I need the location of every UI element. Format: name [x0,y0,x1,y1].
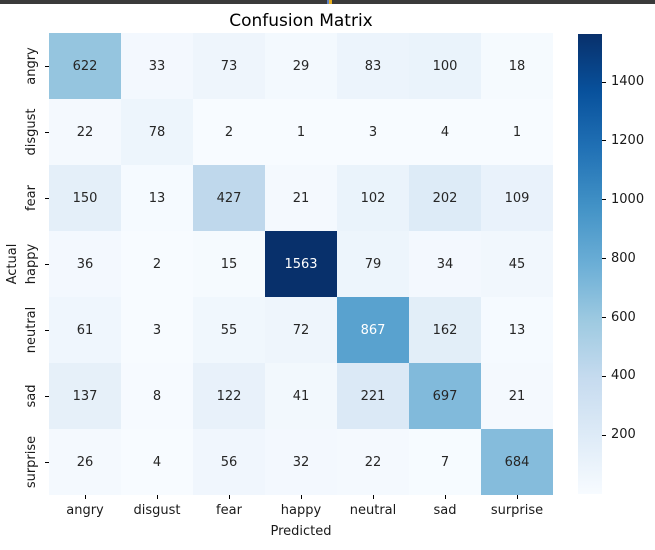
confusion-matrix-heatmap: 622 33 73 29 83 100 18 22 78 2 1 3 4 1 150 13 427 21 102 20… [49,33,553,495]
colorbar-tick-mark [602,434,606,436]
x-tick-mark [84,495,86,499]
window-top-strip [0,0,655,4]
x-tick-mark [516,495,518,499]
heatmap-cell: 73 [193,33,265,99]
heatmap-cell: 22 [337,429,409,495]
heatmap-cell: 32 [265,429,337,495]
heatmap-cell: 22 [49,99,121,165]
heatmap-cell: 72 [265,297,337,363]
heatmap-cell: 33 [121,33,193,99]
heatmap-cell: 56 [193,429,265,495]
heatmap-cell: 4 [409,99,481,165]
y-tick-mark [45,461,49,463]
x-tick-mark [228,495,230,499]
y-tick-mark [45,329,49,331]
colorbar-tick-mark [602,317,606,319]
chart-title: Confusion Matrix [229,11,373,31]
heatmap-cell: 13 [121,165,193,231]
x-tick-label: surprise [490,503,544,518]
colorbar-tick-mark [602,258,606,260]
heatmap-cell: 162 [409,297,481,363]
heatmap-cell: 29 [265,33,337,99]
strip-accent-blue-mark [327,0,329,4]
y-tick-mark [45,395,49,397]
colorbar-tick-label: 200 [611,427,636,443]
colorbar-tick-mark [602,81,606,83]
colorbar-tick-mark [602,140,606,142]
x-tick-mark [444,495,446,499]
y-tick-mark [45,263,49,265]
heatmap-cell: 3 [337,99,409,165]
heatmap-cell: 26 [49,429,121,495]
heatmap-cell: 137 [49,363,121,429]
heatmap-cell: 1563 [265,231,337,297]
heatmap-cell: 122 [193,363,265,429]
heatmap-cell: 100 [409,33,481,99]
heatmap-cell: 867 [337,297,409,363]
x-tick-label: fear [216,503,242,518]
heatmap-cell: 1 [265,99,337,165]
heatmap-cell: 4 [121,429,193,495]
heatmap-cell: 427 [193,165,265,231]
heatmap-cell: 7 [409,429,481,495]
heatmap-cell: 83 [337,33,409,99]
strip-accent-yellow-mark [329,0,332,4]
heatmap-cell: 79 [337,231,409,297]
heatmap-cell: 202 [409,165,481,231]
heatmap-cell: 18 [481,33,553,99]
heatmap-cell: 34 [409,231,481,297]
colorbar-tick-label: 1200 [611,132,645,148]
heatmap-cell: 221 [337,363,409,429]
heatmap-cell: 15 [193,231,265,297]
x-tick-label: disgust [133,503,181,518]
heatmap-cell: 150 [49,165,121,231]
heatmap-cell: 21 [265,165,337,231]
x-axis-label: Predicted [270,524,332,539]
y-axis-label: Actual [5,243,20,285]
heatmap-cell: 3 [121,297,193,363]
x-tick-label: angry [66,503,104,518]
colorbar-tick-label: 1400 [611,74,645,89]
y-tick-mark [45,131,49,133]
colorbar-tick-label: 800 [611,250,636,266]
heatmap-cell: 2 [121,231,193,297]
heatmap-cell: 8 [121,363,193,429]
colorbar-tick-mark [602,375,606,377]
x-tick-mark [156,495,158,499]
heatmap-cell: 13 [481,297,553,363]
heatmap-cell: 55 [193,297,265,363]
colorbar-tick-label: 1000 [611,191,645,207]
heatmap-cell: 21 [481,363,553,429]
x-tick-label: sad [433,503,457,518]
heatmap-cell: 697 [409,363,481,429]
colorbar-gradient [578,34,602,494]
heatmap-cell: 102 [337,165,409,231]
heatmap-cell: 41 [265,363,337,429]
heatmap-cell: 36 [49,231,121,297]
heatmap-cell: 684 [481,429,553,495]
heatmap-cell: 2 [193,99,265,165]
heatmap-cell: 109 [481,165,553,231]
colorbar-tick-label: 600 [611,309,636,325]
x-tick-label: happy [280,503,322,518]
x-tick-label: neutral [349,503,397,518]
colorbar-tick-mark [602,199,606,201]
y-tick-mark [45,197,49,199]
x-tick-mark [372,495,374,499]
y-tick-mark [45,65,49,67]
heatmap-cell: 78 [121,99,193,165]
heatmap-cell: 622 [49,33,121,99]
heatmap-cell: 45 [481,231,553,297]
y-tick-label: surprise [24,435,39,489]
heatmap-cell: 1 [481,99,553,165]
colorbar-tick-label: 400 [611,368,636,384]
x-tick-mark [300,495,302,499]
heatmap-cell: 61 [49,297,121,363]
